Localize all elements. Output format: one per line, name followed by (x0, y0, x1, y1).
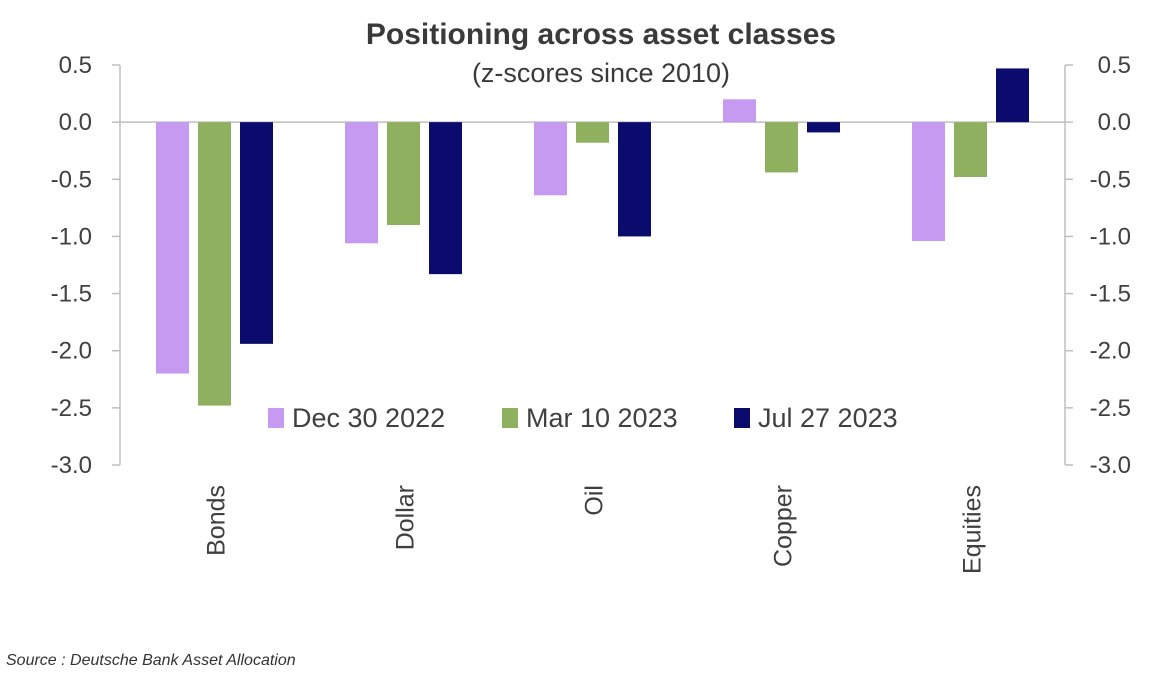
legend-label: Mar 10 2023 (526, 403, 678, 433)
y-tick-label-right: 0.0 (1098, 109, 1131, 136)
y-tick-label-right: -1.5 (1090, 281, 1131, 308)
bar-dollar-1 (345, 122, 378, 244)
y-tick-label-right: -2.5 (1090, 395, 1131, 422)
y-tick-label-right: -3.0 (1090, 452, 1131, 479)
bar-bonds-3 (240, 122, 273, 344)
y-tick-label-left: -1.5 (51, 281, 92, 308)
x-category-label: Dollar (392, 485, 420, 550)
y-tick-label-right: -0.5 (1090, 166, 1131, 193)
y-tick-label-right: 0.5 (1098, 52, 1131, 79)
y-tick-label-right: -2.0 (1090, 338, 1131, 365)
y-tick-label-left: 0.5 (59, 52, 92, 79)
bar-equities-2 (954, 122, 987, 177)
chart-title: Positioning across asset classes (366, 18, 836, 51)
x-category-label: Oil (581, 485, 609, 516)
x-category-label: Equities (959, 485, 987, 574)
legend-label: Dec 30 2022 (292, 403, 445, 433)
y-axis-right: 0.5 0.0 -0.5 -1.0 -1.5 -2.0 -2.5 -3.0 (1065, 52, 1131, 479)
x-category-label: Copper (770, 485, 798, 567)
chart: Positioning across asset classes (z-scor… (51, 18, 1131, 574)
y-tick-label-left: -3.0 (51, 452, 92, 479)
bar-equities-3 (996, 68, 1029, 123)
bar-oil-1 (534, 122, 567, 196)
y-tick-label-left: -0.5 (51, 166, 92, 193)
legend: Dec 30 2022 Mar 10 2023 Jul 27 2023 (268, 403, 898, 433)
source-note: Source : Deutsche Bank Asset Allocation (6, 652, 296, 669)
bar-dollar-3 (429, 122, 462, 275)
bar-copper-2 (765, 122, 798, 173)
bar-copper-1 (723, 99, 756, 123)
bar-oil-2 (576, 122, 609, 143)
legend-swatch (268, 408, 284, 428)
x-category-label: Bonds (203, 485, 231, 556)
bar-equities-1 (912, 122, 945, 241)
y-tick-label-left: -2.0 (51, 338, 92, 365)
y-tick-label-right: -1.0 (1090, 223, 1131, 250)
legend-swatch (502, 408, 518, 428)
legend-swatch (734, 408, 750, 428)
bars (156, 68, 1029, 406)
y-tick-label-left: -1.0 (51, 223, 92, 250)
bar-bonds-1 (156, 122, 189, 374)
legend-label: Jul 27 2023 (758, 403, 898, 433)
y-tick-label-left: 0.0 (59, 109, 92, 136)
chart-subtitle: (z-scores since 2010) (472, 58, 730, 88)
bar-oil-3 (618, 122, 651, 237)
bar-bonds-2 (198, 122, 231, 406)
x-axis-categories: Bonds Dollar Oil Copper Equities (203, 485, 987, 574)
y-axis-left: 0.5 0.0 -0.5 -1.0 -1.5 -2.0 -2.5 -3.0 (51, 52, 120, 479)
y-tick-label-left: -2.5 (51, 395, 92, 422)
bar-dollar-2 (387, 122, 420, 225)
bar-copper-3 (807, 122, 840, 133)
